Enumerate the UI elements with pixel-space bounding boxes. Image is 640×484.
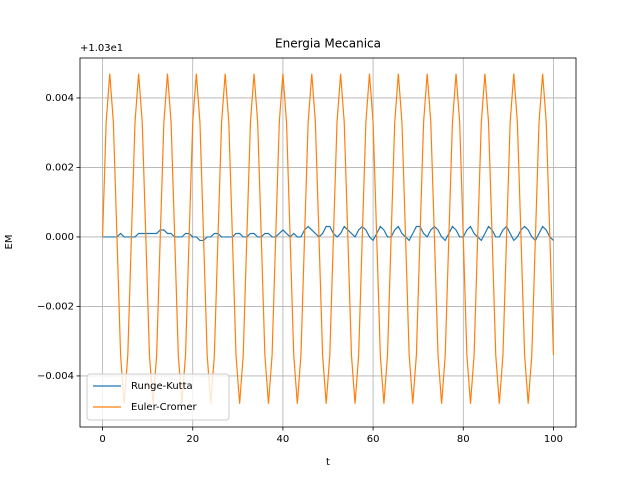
x-tick-label: 0 xyxy=(99,434,105,445)
y-tick-label: 0.000 xyxy=(45,232,74,243)
plot-frame xyxy=(79,57,577,428)
x-axis-label: t xyxy=(326,457,330,468)
x-tick-label: 20 xyxy=(186,434,199,445)
series-line xyxy=(101,73,555,404)
x-tick-label: 40 xyxy=(277,434,290,445)
x-tick-label: 100 xyxy=(544,434,563,445)
legend-label: Euler-Cromer xyxy=(131,402,198,413)
y-tick-label: 0.004 xyxy=(45,93,74,104)
chart-title: Energia Mecanica xyxy=(275,37,381,51)
y-tick-label: −0.002 xyxy=(37,301,74,312)
y-tick-label: 0.002 xyxy=(45,162,74,173)
series-line xyxy=(102,225,554,242)
y-tick-label: −0.004 xyxy=(37,371,74,382)
legend-box xyxy=(86,373,230,421)
x-tick-label: 80 xyxy=(457,434,470,445)
legend-label: Runge-Kutta xyxy=(131,381,193,392)
x-tick-label: 60 xyxy=(367,434,380,445)
offset-text: +1.03e1 xyxy=(80,43,123,54)
y-axis-label: EM xyxy=(4,235,15,250)
